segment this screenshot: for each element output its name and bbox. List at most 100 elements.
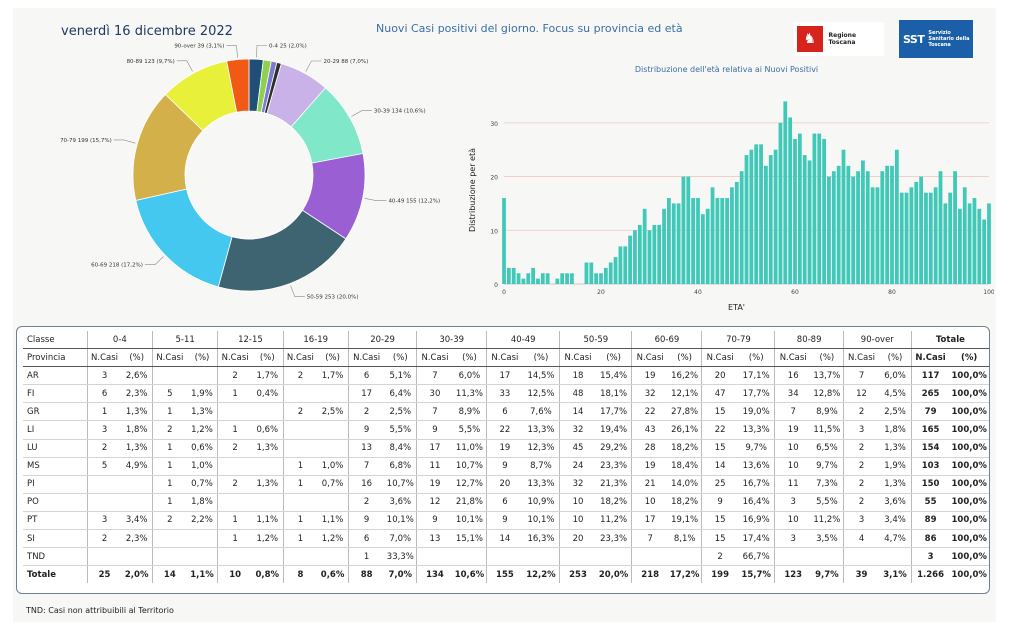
table-cell: 32 (631, 384, 668, 404)
table-cell: 17,4% (737, 529, 776, 549)
y-axis-label: Distribuzione per età (468, 148, 477, 232)
table-cell: 7 (416, 366, 453, 386)
table-cell: 10,1% (384, 511, 418, 531)
table-cell (486, 547, 523, 567)
table-cell: 2 (217, 439, 252, 458)
subheader-ncasi: N.Casi (152, 348, 187, 368)
table-cell: 10,1% (522, 511, 561, 531)
province-name: FI (23, 384, 88, 404)
province-name: MS (23, 457, 88, 476)
total-cell: 9,7% (810, 565, 844, 584)
header-50-59: 50-59 (559, 331, 633, 350)
header-16-19: 16-19 (283, 331, 349, 350)
header-90-over: 90-over (843, 331, 912, 350)
table-cell: 12,1% (667, 384, 703, 404)
hist-bar-53 (759, 144, 763, 284)
hist-bar-34 (667, 198, 671, 284)
donut-label-70-79: 70-79 199 (15,7%) (60, 138, 112, 144)
x-tick-label-60: 60 (791, 289, 799, 296)
subheader-ncasi: N.Casi (348, 348, 385, 368)
hist-bar-23 (613, 257, 618, 284)
report-date: venerdì 16 dicembre 2022 (61, 24, 233, 39)
table-cell: 8,1% (667, 529, 703, 549)
hist-bar-28 (637, 224, 642, 284)
table-cell (217, 547, 252, 567)
hist-bar-75 (865, 171, 870, 284)
table-cell: 11,0% (452, 439, 488, 458)
province-name: SI (23, 529, 88, 549)
table-cell: 1 (152, 457, 187, 476)
table-cell: 43 (631, 420, 668, 440)
table-row-PT: PT 3 3,4% 2 2,2% 1 1,1% 1 1,1% 9 10,1% 9 10,1% 9 10,1%… (23, 511, 989, 531)
page-title: Nuovi Casi positivi del giorno. Focus su… (376, 22, 683, 35)
table-cell: 24 (559, 457, 596, 476)
donut-label-50-59: 50-59 253 (20,0%) (307, 295, 359, 301)
hist-bar-48 (734, 181, 739, 284)
table-cell: 13,6% (737, 457, 776, 476)
header-5-11: 5-11 (152, 331, 219, 350)
subheader-pct: (%) (949, 348, 989, 368)
header-30-39: 30-39 (416, 331, 488, 350)
table-cell (152, 529, 187, 549)
table-cell: 19,0% (737, 402, 776, 422)
table-cell: 27,8% (667, 402, 703, 422)
hist-bar-91 (943, 203, 948, 284)
table-cell: 16,4% (737, 493, 776, 512)
table-row-GR: GR 1 1,3% 1 1,3% 2 2,5% 2 2,5% 7 8,9% 6 7,6% 14 17,7% 2… (23, 402, 989, 422)
table-cell (283, 547, 318, 567)
table-cell: 2 (701, 547, 738, 567)
total-cell: 100,0% (949, 565, 989, 584)
province-name: LI (23, 420, 88, 440)
table-cell: 12,7% (452, 475, 488, 494)
table-cell (810, 547, 844, 567)
total-cell: 155 (486, 565, 523, 584)
header-12-15: 12-15 (217, 331, 284, 350)
x-tick-label-40: 40 (694, 289, 702, 296)
donut-leader-30-39 (351, 110, 372, 117)
table-cell: 2,2% (186, 511, 219, 531)
table-cell (522, 547, 561, 567)
table-cell: 10 (559, 493, 596, 512)
hist-bar-37 (681, 176, 686, 284)
table-cell: 1,7% (251, 366, 284, 386)
hist-bar-33 (662, 208, 666, 284)
header-80-89: 80-89 (774, 331, 844, 350)
table-cell: 22 (701, 420, 738, 440)
table-cell: 3 (843, 420, 880, 440)
table-cell: 8,7% (522, 457, 561, 476)
table-cell: 2 (843, 493, 880, 512)
hist-bar-31 (652, 224, 657, 284)
table-cell: 1 (217, 529, 252, 549)
table-cell: 22 (486, 420, 523, 440)
hist-bar-9 (545, 273, 550, 284)
donut-leader-80-89 (176, 60, 193, 72)
table-cell: 5,1% (384, 366, 418, 386)
table-cell: 18,2% (595, 493, 633, 512)
table-cell: 9 (348, 420, 385, 440)
hist-bar-68 (831, 171, 836, 284)
table-cell: 10 (774, 439, 811, 458)
donut-label-40-49: 40-49 155 (12,2%) (388, 199, 440, 205)
table-cell: 2 (843, 457, 880, 476)
total-cell: 199 (701, 565, 738, 584)
hist-bar-30 (647, 230, 652, 284)
table-cell: 89 (911, 511, 950, 531)
table-cell: 14 (486, 529, 523, 549)
hist-bar-1 (506, 267, 511, 284)
regione-toscana-logo: ♞ Regione Toscana (794, 22, 884, 56)
table-cell: 150 (911, 475, 950, 494)
table-cell: 22 (631, 402, 668, 422)
hist-bar-24 (618, 246, 623, 284)
subheader-ncasi: N.Casi (843, 348, 880, 368)
hist-bar-92 (948, 192, 953, 284)
hist-bar-62 (802, 155, 807, 284)
table-cell: 3,6% (384, 493, 418, 512)
table-cell: 4,7% (879, 529, 912, 549)
hist-bar-82 (899, 192, 904, 284)
table-cell: 1,3% (251, 475, 284, 494)
table-cell: 2,5% (384, 402, 418, 422)
table-row-AR: AR 3 2,6% 2 1,7% 2 1,7% 6 5,1% 7 6,0% 17 14,5% 18 15,4… (23, 366, 989, 386)
table-cell: 19,4% (595, 420, 633, 440)
table-cell: 29,2% (595, 439, 633, 458)
hist-bar-11 (555, 278, 560, 284)
